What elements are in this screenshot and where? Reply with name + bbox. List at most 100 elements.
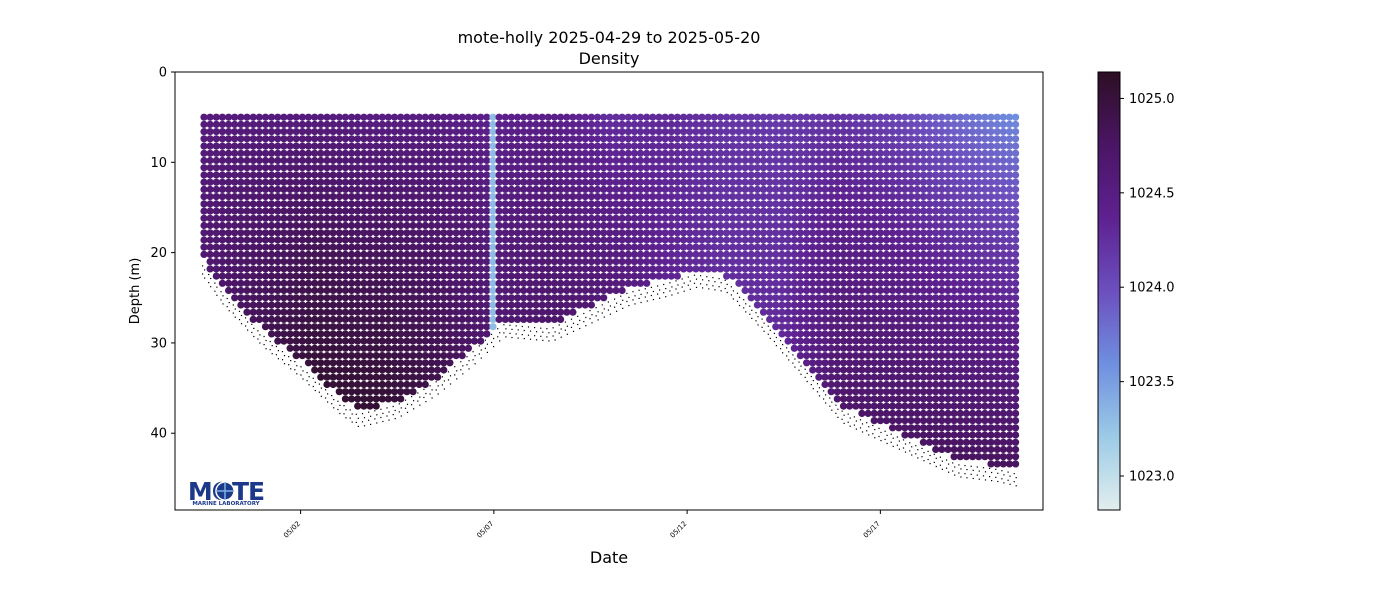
density-point bbox=[329, 380, 337, 389]
density-point bbox=[932, 431, 940, 439]
density-point bbox=[636, 214, 645, 222]
density-point bbox=[532, 243, 540, 251]
bottom-speckle bbox=[566, 325, 568, 327]
density-point bbox=[919, 417, 928, 425]
density-point bbox=[759, 171, 768, 179]
density-point bbox=[704, 265, 712, 273]
density-point bbox=[317, 185, 325, 193]
density-point bbox=[624, 265, 632, 273]
density-point bbox=[716, 135, 725, 143]
density-point bbox=[354, 315, 362, 323]
density-point bbox=[329, 113, 337, 121]
density-point bbox=[901, 366, 909, 374]
density-point bbox=[366, 265, 374, 273]
density-point bbox=[907, 272, 915, 280]
bottom-speckle bbox=[1007, 479, 1009, 481]
density-point bbox=[876, 207, 885, 215]
density-point bbox=[950, 286, 958, 295]
density-point bbox=[932, 395, 940, 403]
bottom-speckle bbox=[404, 399, 407, 401]
density-point bbox=[686, 178, 694, 186]
density-point bbox=[335, 113, 343, 121]
density-point bbox=[753, 265, 762, 273]
density-point bbox=[261, 185, 270, 193]
density-point bbox=[741, 185, 749, 193]
density-point bbox=[477, 142, 485, 150]
density-point bbox=[667, 214, 675, 222]
density-point bbox=[391, 142, 399, 150]
density-point bbox=[514, 142, 522, 150]
density-point bbox=[753, 200, 762, 208]
density-point bbox=[243, 142, 251, 150]
density-point bbox=[723, 193, 731, 201]
density-point bbox=[446, 214, 454, 222]
density-point bbox=[913, 431, 921, 439]
density-point bbox=[938, 424, 946, 432]
density-point bbox=[452, 323, 460, 331]
density-point bbox=[366, 308, 374, 316]
density-point bbox=[421, 149, 429, 157]
density-point bbox=[427, 344, 436, 352]
density-point bbox=[1005, 214, 1014, 222]
bottom-speckle bbox=[835, 412, 837, 414]
bottom-speckle bbox=[915, 453, 917, 455]
density-point bbox=[372, 178, 380, 186]
density-point bbox=[889, 373, 897, 381]
density-point bbox=[415, 207, 423, 215]
density-point bbox=[747, 279, 755, 287]
density-point bbox=[852, 200, 860, 208]
bottom-speckle bbox=[368, 419, 370, 421]
density-point bbox=[255, 128, 263, 136]
density-point bbox=[772, 193, 780, 201]
density-point bbox=[225, 156, 233, 165]
density-point bbox=[612, 142, 620, 150]
density-point bbox=[458, 258, 466, 266]
density-point bbox=[747, 272, 755, 280]
density-point bbox=[514, 200, 522, 208]
density-point bbox=[1005, 221, 1014, 230]
density-point bbox=[384, 221, 392, 230]
density-point bbox=[415, 359, 423, 367]
density-point bbox=[667, 156, 675, 165]
density-point bbox=[409, 142, 417, 150]
density-point bbox=[397, 388, 405, 396]
density-point bbox=[391, 395, 399, 403]
density-point bbox=[563, 286, 571, 295]
density-point bbox=[766, 142, 774, 150]
density-point bbox=[317, 294, 325, 302]
density-point bbox=[298, 200, 306, 208]
density-point bbox=[501, 279, 509, 287]
density-point bbox=[329, 308, 337, 316]
density-point bbox=[600, 178, 608, 186]
density-point bbox=[329, 171, 337, 179]
density-point bbox=[360, 373, 368, 381]
density-point bbox=[286, 221, 294, 230]
density-point bbox=[470, 272, 479, 280]
bottom-speckle bbox=[761, 318, 763, 320]
density-point bbox=[981, 265, 989, 273]
bottom-speckle bbox=[929, 454, 931, 457]
density-point bbox=[550, 229, 559, 237]
density-point bbox=[446, 359, 454, 367]
bottom-speckle bbox=[462, 373, 464, 375]
bottom-speckle bbox=[333, 407, 335, 409]
density-point bbox=[231, 250, 239, 258]
density-point bbox=[354, 113, 362, 121]
density-point bbox=[501, 301, 509, 309]
density-point bbox=[729, 149, 737, 157]
density-point bbox=[403, 193, 411, 201]
density-point bbox=[716, 128, 725, 136]
density-point bbox=[458, 171, 466, 179]
bottom-speckle bbox=[529, 338, 532, 340]
density-point bbox=[716, 120, 725, 128]
density-point bbox=[421, 279, 429, 287]
density-point bbox=[612, 128, 620, 136]
density-point bbox=[876, 120, 885, 128]
density-point bbox=[569, 128, 577, 136]
density-point bbox=[243, 156, 251, 165]
density-point bbox=[587, 207, 596, 215]
density-point bbox=[729, 193, 737, 201]
density-point bbox=[514, 221, 522, 230]
density-point bbox=[680, 128, 688, 136]
bottom-speckle bbox=[829, 397, 831, 399]
